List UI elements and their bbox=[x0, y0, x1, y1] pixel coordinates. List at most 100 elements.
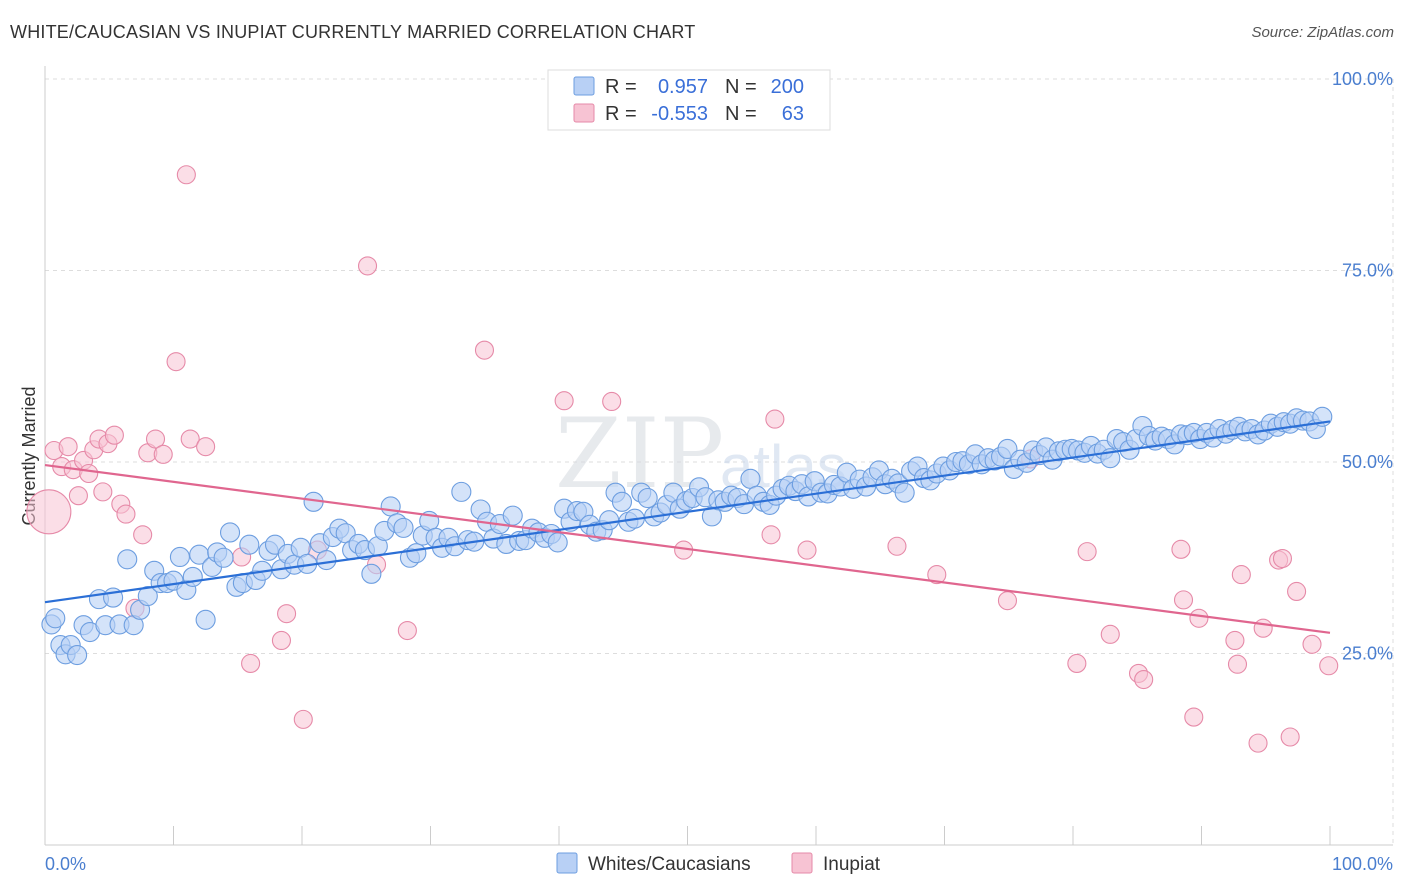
inupiat-point bbox=[1253, 618, 1273, 638]
whites-point bbox=[997, 438, 1018, 460]
whites-point bbox=[137, 585, 158, 607]
chart-title: WHITE/CAUCASIAN VS INUPIAT CURRENTLY MAR… bbox=[10, 22, 696, 42]
inupiat-point bbox=[196, 437, 216, 457]
whites-point bbox=[213, 547, 234, 568]
inupiat-point bbox=[293, 709, 313, 729]
inupiat-point bbox=[1231, 565, 1251, 585]
y-tick-label: 50.0% bbox=[1342, 452, 1393, 472]
whites-point bbox=[406, 543, 427, 564]
bottom-legend-label-pink: Inupiat bbox=[823, 854, 881, 875]
legend-swatch-blue bbox=[573, 76, 595, 96]
inupiat-point bbox=[927, 565, 947, 585]
inupiat-point bbox=[554, 391, 574, 411]
inupiat-point bbox=[133, 525, 153, 545]
inupiat-point bbox=[797, 540, 817, 560]
whites-point bbox=[169, 546, 190, 568]
inupiat-point bbox=[79, 463, 99, 484]
inupiat-point bbox=[1248, 733, 1268, 753]
inupiat-point bbox=[397, 620, 417, 641]
whites-point bbox=[547, 532, 568, 553]
inupiat-point bbox=[116, 504, 136, 524]
whites-point bbox=[182, 566, 203, 587]
inupiat-point bbox=[1189, 608, 1209, 628]
legend-n-value-pink: 63 bbox=[782, 103, 804, 125]
whites-point bbox=[380, 496, 401, 517]
inupiat-point bbox=[1077, 542, 1097, 562]
inupiat-point bbox=[474, 340, 495, 360]
whites-point bbox=[67, 644, 88, 666]
legend-n-label-pink: N = bbox=[725, 103, 757, 125]
inupiat-point bbox=[271, 630, 291, 651]
whites-point bbox=[239, 534, 260, 555]
y-tick-label: 25.0% bbox=[1342, 644, 1393, 664]
inupiat-point bbox=[602, 391, 622, 412]
axes bbox=[44, 66, 1393, 846]
legend-r-value-pink: -0.553 bbox=[651, 103, 708, 125]
y-axis-label: Currently Married bbox=[19, 386, 39, 525]
inupiat-point bbox=[277, 604, 297, 624]
inupiat-point bbox=[1227, 654, 1248, 674]
whites-point bbox=[117, 549, 138, 570]
legend-r-label-blue: R = bbox=[605, 76, 637, 98]
inupiat-point bbox=[761, 525, 781, 545]
bottom-legend-swatch-pink bbox=[791, 852, 813, 874]
tick-labels: 100.0% 75.0% 50.0% 25.0% 0.0% 100.0% bbox=[45, 69, 1393, 874]
inupiat-point bbox=[1319, 656, 1339, 676]
inupiat-point bbox=[93, 482, 113, 502]
legend-r-label-pink: R = bbox=[605, 103, 637, 125]
inupiat-point bbox=[997, 591, 1018, 611]
whites-point bbox=[361, 563, 382, 584]
bottom-legend-swatch-blue bbox=[556, 852, 578, 874]
x-tick-label-min: 0.0% bbox=[45, 854, 86, 874]
inupiat-trendline bbox=[44, 463, 1331, 634]
inupiat-point bbox=[1272, 548, 1293, 569]
chart-source: Source: ZipAtlas.com bbox=[1251, 24, 1394, 41]
inupiat-point bbox=[145, 429, 166, 449]
inupiat-point bbox=[68, 486, 88, 506]
inupiat-point bbox=[58, 437, 78, 457]
inupiat-point bbox=[1173, 590, 1194, 610]
inupiat-point bbox=[176, 165, 196, 185]
inupiat-point bbox=[241, 653, 261, 674]
inupiat-point bbox=[1287, 581, 1307, 602]
whites-point bbox=[45, 608, 66, 629]
legend-swatch-pink bbox=[573, 103, 595, 123]
y-tick-label: 75.0% bbox=[1342, 261, 1393, 281]
whites-point bbox=[219, 522, 241, 543]
inupiat-point bbox=[765, 409, 785, 429]
series-legend: Whites/Caucasians Inupiat bbox=[556, 852, 881, 875]
whites-point bbox=[611, 491, 633, 512]
legend-box bbox=[547, 69, 831, 131]
correlation-legend: R = 0.957 N = 200 R = -0.553 N = 63 bbox=[547, 69, 831, 131]
whites-point bbox=[451, 481, 472, 502]
inupiat-point bbox=[104, 425, 124, 445]
bottom-legend-label-blue: Whites/Caucasians bbox=[588, 854, 751, 875]
legend-n-label-blue: N = bbox=[725, 76, 757, 98]
whites-point bbox=[894, 482, 915, 503]
whites-point bbox=[393, 517, 414, 538]
legend-r-value-blue: 0.957 bbox=[658, 76, 708, 98]
inupiat-point bbox=[357, 256, 378, 276]
inupiat-point bbox=[26, 489, 72, 535]
inupiat-point bbox=[1067, 653, 1087, 674]
whites-point bbox=[195, 609, 216, 630]
inupiat-point bbox=[1134, 669, 1154, 690]
legend-n-value-blue: 200 bbox=[771, 76, 804, 98]
inupiat-point bbox=[1171, 539, 1191, 559]
inupiat-point bbox=[1225, 630, 1245, 651]
inupiat-point bbox=[180, 429, 200, 449]
y-tick-label: 100.0% bbox=[1332, 69, 1393, 89]
inupiat-point bbox=[1302, 634, 1322, 654]
inupiat-point bbox=[166, 352, 186, 372]
whites-trendline bbox=[44, 420, 1331, 604]
inupiat-point bbox=[1280, 727, 1300, 747]
inupiat-point bbox=[1100, 624, 1120, 644]
inupiat-point bbox=[1184, 707, 1204, 727]
inupiat-points bbox=[26, 165, 1339, 753]
whites-point bbox=[740, 468, 761, 489]
inupiat-point bbox=[887, 536, 907, 556]
whites-point bbox=[599, 510, 620, 531]
whites-point bbox=[502, 505, 523, 526]
trendlines bbox=[44, 420, 1331, 634]
inupiat-point bbox=[153, 444, 173, 464]
